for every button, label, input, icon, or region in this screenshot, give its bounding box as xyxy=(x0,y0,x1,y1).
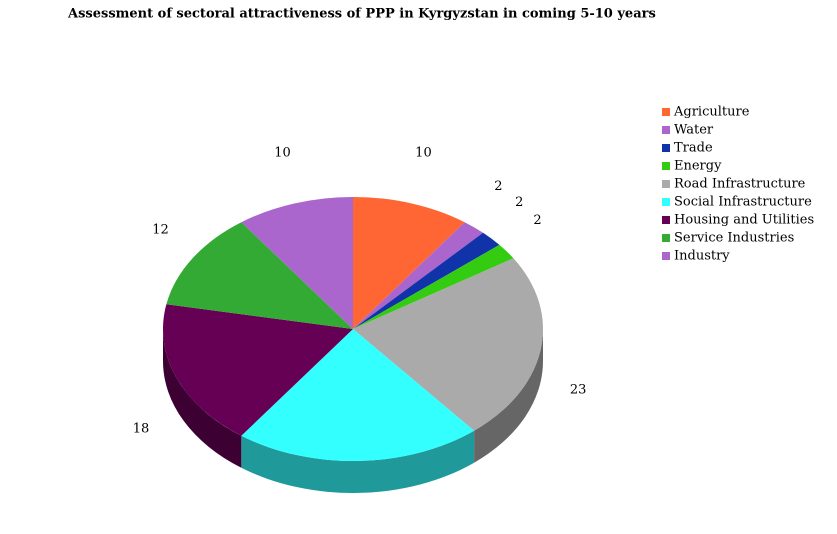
data-label: 10 xyxy=(415,146,432,161)
slice xyxy=(353,244,514,329)
data-label: 12 xyxy=(152,222,169,237)
data-label: 18 xyxy=(133,422,150,437)
legend-label: Agriculture xyxy=(673,105,750,120)
legend-swatch xyxy=(662,252,670,260)
slice-side xyxy=(163,329,242,468)
legend-label: Energy xyxy=(674,159,722,174)
slice xyxy=(162,304,353,436)
data-label: 2 xyxy=(533,213,541,228)
legend-label: Housing and Utilities xyxy=(674,213,814,228)
slice xyxy=(353,258,543,431)
legend-swatch xyxy=(662,108,670,116)
legend-swatch xyxy=(662,198,670,206)
legend-label: Trade xyxy=(674,141,713,156)
legend-swatch xyxy=(662,162,670,170)
slice xyxy=(166,222,353,329)
data-label: 2 xyxy=(515,195,523,210)
legend-swatch xyxy=(662,180,670,188)
slice xyxy=(353,232,500,329)
legend-label: Water xyxy=(674,123,714,138)
legend-label: Service Industries xyxy=(674,231,794,246)
data-label: 23 xyxy=(570,382,587,397)
data-label: 10 xyxy=(274,146,291,161)
legend-swatch xyxy=(662,126,670,134)
legend-label: Road Infrastructure xyxy=(674,177,806,192)
legend-swatch xyxy=(662,144,670,152)
slice-side xyxy=(241,430,475,494)
slice-side xyxy=(474,329,543,463)
chart-title: Assessment of sectoral attractiveness of… xyxy=(67,7,656,22)
legend-label: Industry xyxy=(674,249,730,264)
data-label: 2 xyxy=(494,179,502,194)
legend-label: Social Infrastructure xyxy=(674,195,812,210)
slice xyxy=(241,329,475,462)
legend-swatch xyxy=(662,216,670,224)
legend-swatch xyxy=(662,234,670,242)
slice xyxy=(353,197,465,329)
slice xyxy=(353,222,484,329)
slice xyxy=(241,197,353,329)
